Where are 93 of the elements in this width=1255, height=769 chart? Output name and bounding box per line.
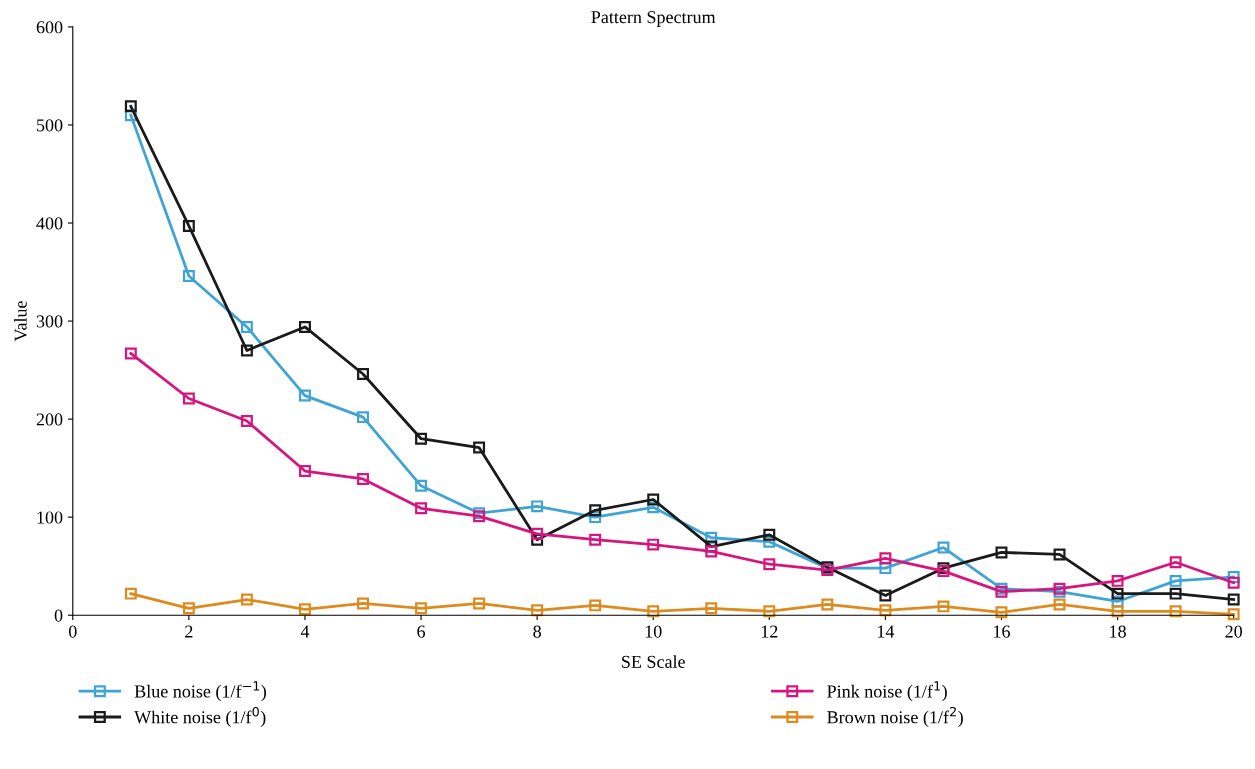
y-tick-label: 300 [36,315,63,328]
point [1169,556,1182,569]
y-axis-title: Value [14,301,27,342]
point [879,604,892,617]
point [124,587,137,600]
point [240,415,253,428]
point [879,552,892,565]
point [357,472,369,485]
point [415,602,428,615]
point [1227,570,1240,583]
point [705,531,718,544]
point [1111,595,1124,608]
point [647,493,660,506]
point [182,392,195,405]
point [298,465,311,478]
point [995,546,1008,559]
point [1227,576,1240,589]
point [415,432,428,445]
point [589,504,602,517]
point [647,605,660,618]
point [473,597,486,610]
point [1169,574,1182,587]
point [531,527,544,540]
point [124,109,137,122]
point [357,368,369,380]
point [1053,548,1066,561]
point [995,606,1008,619]
x-tick-label: 0 [68,625,77,638]
x-tick-label: 20 [1225,625,1242,638]
x-tick-label: 2 [185,625,193,638]
point [1111,587,1124,600]
point [298,389,311,402]
y-tick-label: 100 [37,511,63,524]
point [415,502,428,515]
point [357,597,369,610]
x-tick-label: 12 [761,625,778,638]
y-tick-label: 400 [36,217,63,230]
y-tick-label: 0 [54,609,63,622]
point [473,441,486,454]
x-tick-label: 8 [533,625,541,638]
point [1227,608,1240,621]
point [937,600,950,613]
legend-label: Brown noise (1/f$^{2}$) [827,706,963,728]
point [937,541,950,554]
point [1111,605,1124,618]
point [531,533,544,546]
x-tick-label: 4 [300,625,310,638]
point [1111,574,1124,587]
point [182,602,195,615]
point [531,604,544,617]
point [240,320,253,333]
point [705,602,718,615]
point [182,219,195,232]
point [705,545,718,558]
legend-label: Pink noise (1/f$^{1}$) [827,681,947,702]
x-tick-label: 10 [645,625,662,638]
point [531,500,544,513]
point [124,347,137,360]
point [763,558,776,571]
point [647,538,660,551]
point [763,535,776,548]
point [879,562,892,575]
point [415,479,428,492]
point [298,603,311,616]
chart-title: Pattern Spectrum [591,11,716,27]
point [647,501,660,514]
point [763,528,776,541]
point [1227,593,1240,606]
x-tick-label: 14 [877,625,895,638]
x-tick-label: 18 [1110,625,1126,638]
x-tick-label: 6 [417,625,426,638]
y-tick-label: 600 [36,21,63,34]
point [240,344,253,357]
point [589,511,602,524]
point [240,593,253,606]
y-tick-label: 500 [37,119,63,132]
point [589,533,602,546]
point [589,599,602,612]
point [124,100,137,113]
legend-label: Blue noise (1/f$^{−1}$) [134,681,267,702]
x-tick-label: 16 [994,625,1010,638]
point [298,320,311,333]
x-axis-title: SE Scale [622,655,685,668]
point [1053,598,1066,611]
point [1169,587,1182,600]
point [1169,605,1182,618]
point [357,411,369,424]
point [763,605,776,618]
point [879,589,892,602]
point [182,269,195,282]
legend-label: White noise (1/f$^{0}$) [134,706,266,728]
point [821,598,834,611]
y-tick-label: 200 [36,413,63,426]
